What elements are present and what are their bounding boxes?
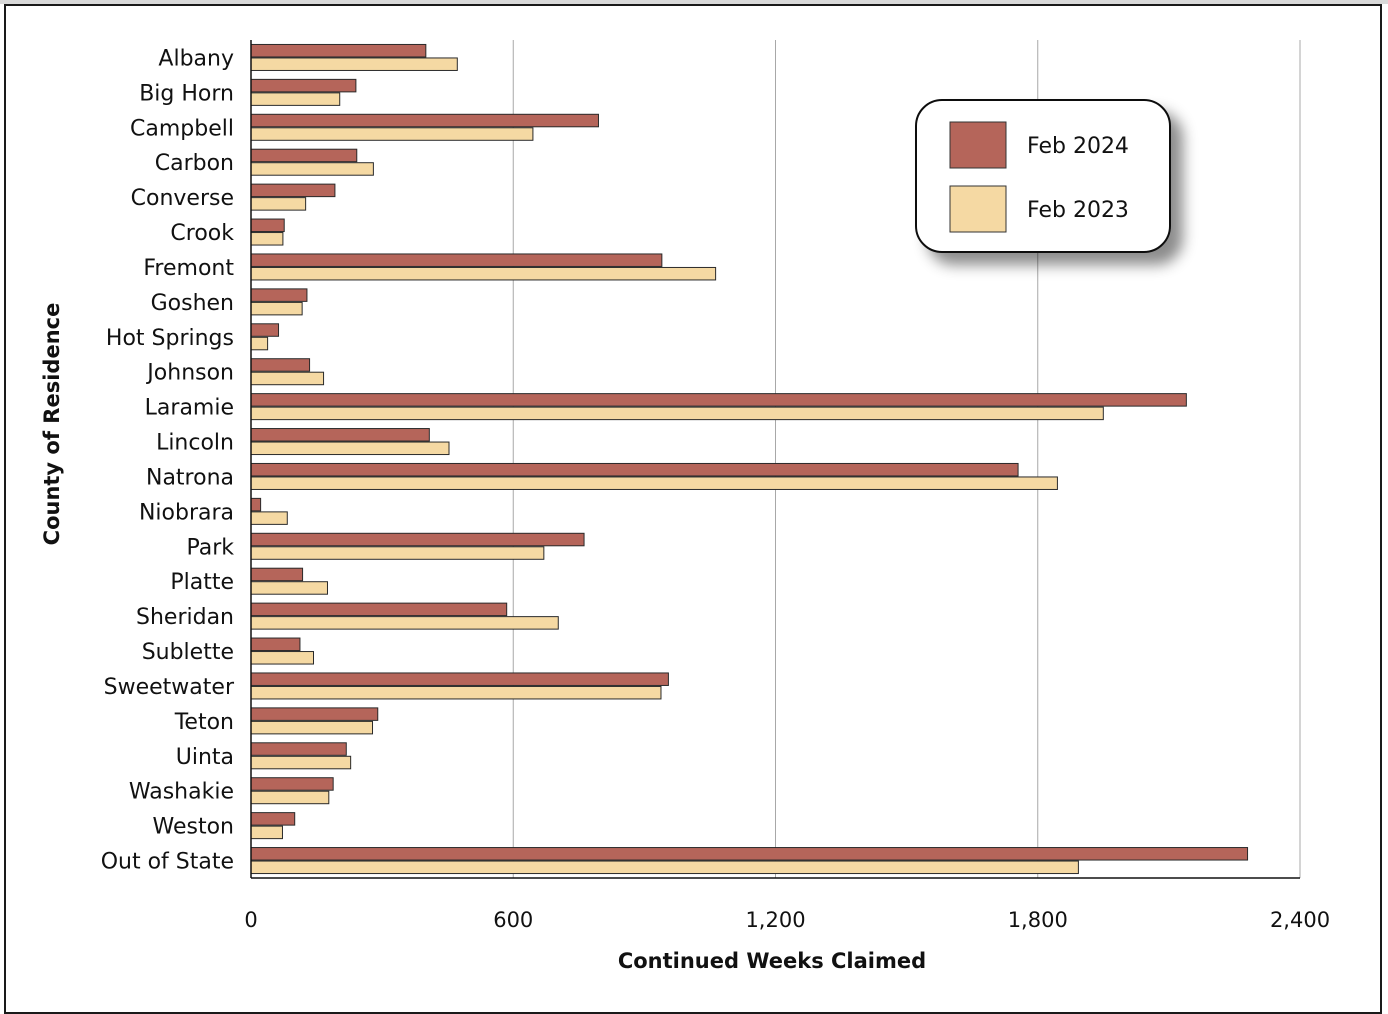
bar-campbell-feb-2024 <box>250 113 599 128</box>
x-tick-label-1-800: 1,800 <box>1008 908 1068 932</box>
bar-sublette-feb-2023 <box>250 651 315 665</box>
category-label-niobrara: Niobrara <box>139 500 234 525</box>
legend-label-feb-2024: Feb 2024 <box>1027 134 1129 159</box>
bar-converse-feb-2023 <box>250 197 307 211</box>
bars <box>250 43 1249 875</box>
category-label-natrona: Natrona <box>146 465 234 490</box>
bar-big-horn-feb-2023 <box>250 92 341 106</box>
bar-laramie-feb-2024 <box>250 393 1187 407</box>
bar-sweetwater-feb-2024 <box>250 672 669 686</box>
category-label-hot-springs: Hot Springs <box>106 326 234 351</box>
category-label-fremont: Fremont <box>143 256 234 281</box>
bar-big-horn-feb-2024 <box>250 78 357 93</box>
bar-goshen-feb-2024 <box>250 288 308 302</box>
category-label-carbon: Carbon <box>155 151 234 176</box>
bar-johnson-feb-2023 <box>250 371 325 386</box>
bar-washakie-feb-2023 <box>250 790 330 805</box>
bar-platte-feb-2024 <box>250 567 304 582</box>
bar-out-of-state-feb-2024 <box>250 847 1249 861</box>
x-axis-title: Continued Weeks Claimed <box>618 949 926 973</box>
category-label-sublette: Sublette <box>142 640 234 665</box>
bar-weston-feb-2024 <box>250 812 296 826</box>
bar-weston-feb-2023 <box>250 825 283 840</box>
bar-fremont-feb-2024 <box>250 253 663 267</box>
bar-natrona-feb-2024 <box>250 462 1019 477</box>
category-label-big-horn: Big Horn <box>139 81 234 106</box>
x-tick-label-1-200: 1,200 <box>745 908 805 932</box>
bar-uinta-feb-2023 <box>250 755 352 770</box>
x-tick-labels: 0 600 1,200 1,800 2,400 <box>244 908 1330 932</box>
bar-niobrara-feb-2024 <box>250 497 262 512</box>
category-label-out-of-state: Out of State <box>101 850 234 875</box>
bar-converse-feb-2024 <box>250 183 336 198</box>
bar-teton-feb-2024 <box>250 707 379 721</box>
category-label-campbell: Campbell <box>130 116 234 141</box>
category-label-sheridan: Sheridan <box>136 605 234 630</box>
bar-carbon-feb-2024 <box>250 148 358 163</box>
category-label-park: Park <box>186 535 234 560</box>
category-label-teton: Teton <box>174 710 234 735</box>
category-label-laramie: Laramie <box>145 396 234 421</box>
bar-carbon-feb-2023 <box>250 162 374 176</box>
category-label-washakie: Washakie <box>129 780 234 805</box>
x-tick-label-600: 600 <box>493 908 533 932</box>
legend-label-feb-2023: Feb 2023 <box>1027 198 1129 223</box>
bar-platte-feb-2023 <box>250 581 328 595</box>
x-tick-label-2-400: 2,400 <box>1270 908 1330 932</box>
category-labels: Albany Big Horn Campbell Carbon Converse Croo… <box>101 46 235 874</box>
bar-sweetwater-feb-2023 <box>250 685 662 700</box>
legend-swatch-feb-2024 <box>949 121 1007 169</box>
bar-fremont-feb-2023 <box>250 266 717 281</box>
category-label-uinta: Uinta <box>176 745 234 770</box>
bar-teton-feb-2023 <box>250 720 374 735</box>
category-label-converse: Converse <box>131 186 234 211</box>
bar-albany-feb-2024 <box>250 43 427 58</box>
bar-hot-springs-feb-2024 <box>250 323 280 337</box>
bar-sublette-feb-2024 <box>250 637 301 652</box>
bar-sheridan-feb-2024 <box>250 602 508 617</box>
y-axis-title: County of Residence <box>40 303 64 546</box>
bar-park-feb-2023 <box>250 546 545 560</box>
bar-albany-feb-2023 <box>250 57 458 71</box>
category-label-platte: Platte <box>170 570 234 595</box>
bar-crook-feb-2023 <box>250 232 284 246</box>
category-label-lincoln: Lincoln <box>156 431 234 456</box>
bar-sheridan-feb-2023 <box>250 616 559 630</box>
bar-lincoln-feb-2023 <box>250 441 450 456</box>
bar-natrona-feb-2023 <box>250 476 1058 490</box>
category-label-crook: Crook <box>170 221 234 246</box>
bar-uinta-feb-2024 <box>250 742 347 756</box>
bar-goshen-feb-2023 <box>250 301 303 316</box>
bar-hot-springs-feb-2023 <box>250 336 269 351</box>
bar-crook-feb-2024 <box>250 218 285 233</box>
bar-niobrara-feb-2023 <box>250 511 288 525</box>
axes <box>250 40 1300 879</box>
bar-washakie-feb-2024 <box>250 777 334 791</box>
bar-lincoln-feb-2024 <box>250 428 430 442</box>
x-tick-label-0: 0 <box>244 908 257 932</box>
legend: Feb 2024 Feb 2023 <box>915 99 1171 253</box>
category-label-weston: Weston <box>153 815 235 840</box>
bar-out-of-state-feb-2023 <box>250 860 1079 875</box>
bar-johnson-feb-2024 <box>250 358 311 372</box>
category-label-goshen: Goshen <box>151 291 234 316</box>
category-label-johnson: Johnson <box>145 361 234 386</box>
legend-swatch-feb-2023 <box>949 185 1007 233</box>
category-label-sweetwater: Sweetwater <box>104 675 235 700</box>
bar-laramie-feb-2023 <box>250 406 1104 421</box>
category-label-albany: Albany <box>158 46 234 71</box>
bar-park-feb-2024 <box>250 532 585 547</box>
window-top-strip <box>0 0 1388 4</box>
bar-campbell-feb-2023 <box>250 127 534 141</box>
gridlines <box>512 40 1301 878</box>
